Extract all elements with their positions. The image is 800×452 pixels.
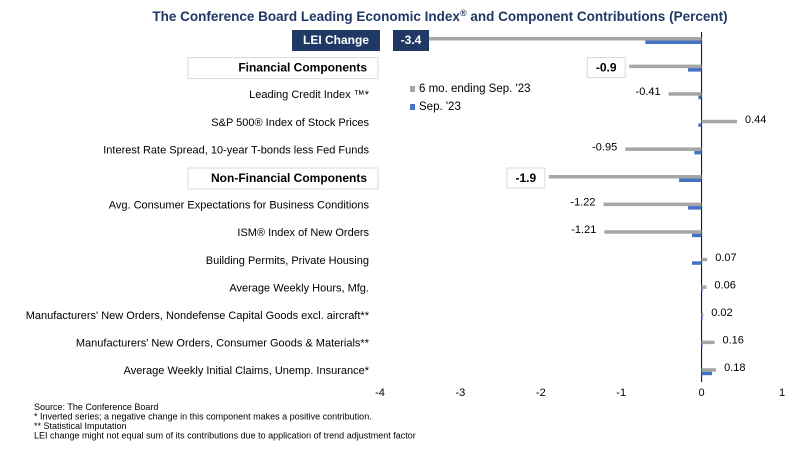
category-label: ISM® Index of New Orders bbox=[237, 227, 369, 239]
x-tick-label: 0 bbox=[699, 387, 705, 399]
bar-six-month bbox=[603, 202, 702, 207]
category-label: Avg. Consumer Expectations for Business … bbox=[109, 200, 370, 212]
section-value-box bbox=[506, 167, 546, 189]
bar-sep bbox=[701, 316, 703, 320]
category-label: Manufacturers' New Orders, Nondefense Ca… bbox=[26, 310, 370, 322]
bar-six-month bbox=[701, 257, 708, 262]
bar-sep bbox=[679, 178, 702, 182]
x-tick-label: -2 bbox=[536, 387, 546, 399]
bar-sep bbox=[687, 68, 702, 72]
legend-swatch-sep bbox=[410, 104, 415, 110]
bar-sep bbox=[691, 261, 702, 265]
plot-area: LEI Change -3.4 Financial Components -0.9 Le… bbox=[26, 30, 785, 399]
bar-sep bbox=[698, 95, 702, 100]
data-label: -0.95 bbox=[592, 141, 617, 153]
legend-swatch-six-month bbox=[410, 86, 415, 92]
section-header-box bbox=[187, 57, 379, 80]
bar-sep bbox=[701, 288, 703, 293]
bar-six-month bbox=[701, 285, 707, 289]
bar-sep bbox=[698, 123, 702, 127]
data-label: 0.02 bbox=[711, 307, 732, 319]
bar-six-month bbox=[701, 313, 704, 317]
category-label: Building Permits, Private Housing bbox=[206, 255, 369, 267]
section-header-label: Financial Components bbox=[238, 61, 367, 75]
bar-six-month bbox=[548, 175, 702, 179]
bar-sep bbox=[701, 344, 703, 348]
x-tick-label: 1 bbox=[779, 387, 785, 399]
section-header-label: Non-Financial Components bbox=[211, 171, 367, 185]
footnote-line: LEI change might not equal sum of its co… bbox=[34, 431, 416, 441]
bar-sep bbox=[701, 371, 713, 376]
data-label: 0.06 bbox=[714, 279, 735, 291]
category-label: Manufacturers' New Orders, Consumer Good… bbox=[76, 338, 370, 350]
section-value-label: -1.9 bbox=[515, 171, 536, 185]
bar-six-month bbox=[701, 368, 717, 372]
lei-value-box bbox=[393, 30, 429, 51]
section-value-box bbox=[586, 57, 626, 79]
footnote-line: * Inverted series; a negative change in … bbox=[34, 412, 372, 422]
bar-six-month bbox=[629, 64, 702, 69]
bar-six-month bbox=[604, 230, 702, 234]
bar-sep bbox=[691, 233, 702, 238]
legend-label-sep: Sep. '23 bbox=[419, 101, 461, 113]
lei-value-label: -3.4 bbox=[401, 33, 422, 47]
data-label: 0.16 bbox=[722, 335, 743, 347]
chart-title: The Conference Board Leading Economic In… bbox=[152, 8, 727, 24]
bar-sep bbox=[645, 40, 702, 44]
lei-change-label: LEI Change bbox=[303, 33, 369, 47]
footnote-line: Source: The Conference Board bbox=[34, 402, 158, 412]
bar-sep bbox=[694, 150, 702, 155]
bar-six-month bbox=[668, 92, 702, 96]
footnotes: Source: The Conference Board* Inverted s… bbox=[34, 402, 416, 441]
data-label: -0.41 bbox=[636, 86, 661, 98]
legend-label-six-month: 6 mo. ending Sep. '23 bbox=[419, 83, 531, 95]
category-label: Interest Rate Spread, 10-year T-bonds le… bbox=[103, 144, 369, 156]
category-label: Average Weekly Hours, Mfg. bbox=[229, 282, 369, 294]
category-label: Average Weekly Initial Claims, Unemp. In… bbox=[124, 365, 370, 377]
data-label: 0.44 bbox=[745, 114, 766, 126]
data-label: 0.07 bbox=[715, 252, 736, 264]
bar-six-month bbox=[701, 119, 737, 124]
lei-change-box bbox=[292, 30, 380, 51]
x-tick-label: -1 bbox=[616, 387, 626, 399]
bar-six-month bbox=[701, 340, 715, 345]
data-label: -1.22 bbox=[570, 197, 595, 209]
data-label: -1.21 bbox=[571, 224, 596, 236]
legend: 6 mo. ending Sep. '23 Sep. '23 bbox=[410, 83, 531, 113]
footnote-line: ** Statistical Imputation bbox=[34, 421, 127, 431]
bar-sep bbox=[687, 206, 702, 210]
bar-six-month bbox=[625, 147, 702, 151]
x-tick-label: -4 bbox=[375, 387, 385, 399]
category-label: Leading Credit Index ™* bbox=[249, 89, 370, 101]
bar-six-month bbox=[428, 37, 702, 41]
data-label: 0.18 bbox=[724, 362, 745, 374]
category-label: S&P 500® Index of Stock Prices bbox=[211, 117, 369, 129]
section-header-box bbox=[187, 167, 379, 190]
x-tick-label: -3 bbox=[456, 387, 466, 399]
section-value-label: -0.9 bbox=[596, 61, 617, 75]
